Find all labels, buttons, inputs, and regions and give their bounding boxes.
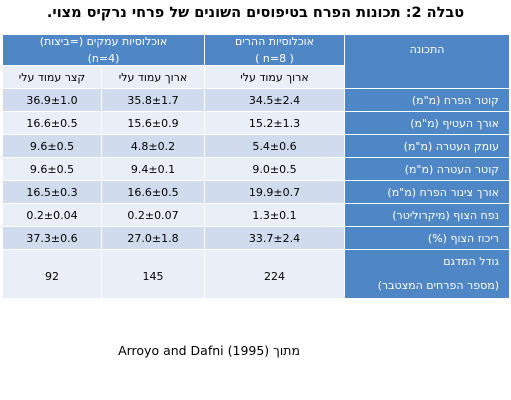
table-row: 9.6±0.5 4.8±0.2 5.4±0.6 עומק העטרה (מ"מ) (2, 134, 510, 158)
sample-size-row: 92 145 224 גודל המדגם (מספר הפרחים המצטב… (2, 249, 510, 299)
subheader-hill-long: ארוך עמוד עלי (204, 65, 345, 89)
subheader-deep-short: קצר עמוד עלי (2, 65, 102, 89)
cell-deep-short: 16.6±0.5 (2, 111, 102, 135)
table-row: 0.2±0.04 0.2±0.07 1.3±0.1 נפח הצוף (מיקר… (2, 203, 510, 227)
cell-deep-short: 0.2±0.04 (2, 203, 102, 227)
cell-deep-long: 27.0±1.8 (101, 226, 205, 250)
cell-hill-long: 1.3±0.1 (204, 203, 345, 227)
deep-populations-n: (n=4) (87, 52, 120, 65)
deep-populations-header: אוכלוסיות עמקים (=ביצות) (n=4) (2, 34, 205, 66)
subheader-deep-long: ארוך עמוד עלי (101, 65, 205, 89)
subheader-row: קצר עמוד עלי ארוך עמוד עלי ארוך עמוד עלי (2, 65, 510, 89)
cell-deep-long: 16.6±0.5 (101, 180, 205, 204)
cell-deep-short: 16.5±0.3 (2, 180, 102, 204)
cell-hill-long: 19.9±0.7 (204, 180, 345, 204)
row-label: ריכוז הצוף (%) (344, 226, 510, 250)
hill-populations-name: אוכלוסיות ההרים (234, 35, 315, 49)
cell-deep-short: 9.6±0.5 (2, 134, 102, 158)
table-title: טבלה 2: תכונות הפרח בטיפוסים השונים של פ… (46, 5, 465, 21)
cell-hill-long: 33.7±2.4 (204, 226, 345, 250)
deep-populations-name: אוכלוסיות עמקים (=ביצות) (39, 35, 168, 49)
cell-deep-short: 9.6±0.5 (2, 157, 102, 181)
table-row: 16.6±0.5 15.6±0.9 15.2±1.3 אורך העטיף (מ… (2, 111, 510, 135)
flower-properties-table: אוכלוסיות עמקים (=ביצות) (n=4) אוכלוסיות… (2, 34, 510, 299)
cell-deep-long: 0.2±0.07 (101, 203, 205, 227)
cell-hill-long: 9.0±0.5 (204, 157, 345, 181)
sample-size-label: גודל המדגם (מספר הפרחים המצטבר) (344, 249, 510, 299)
cell-deep-long: 4.8±0.2 (101, 134, 205, 158)
row-label: עומק העטרה (מ"מ) (344, 134, 510, 158)
hill-populations-n: ( n=8 ) (255, 52, 294, 65)
row-label: נפח הצוף (מיקרוליטר) (344, 203, 510, 227)
row-label: אורך העטיף (מ"מ) (344, 111, 510, 135)
property-header: התכונה (344, 34, 510, 89)
sample-size-label-line1: גודל המדגם (443, 255, 499, 268)
cell-deep-short: 37.3±0.6 (2, 226, 102, 250)
sample-deep-short: 92 (2, 249, 102, 299)
cell-hill-long: 5.4±0.6 (204, 134, 345, 158)
cell-hill-long: 34.5±2.4 (204, 88, 345, 112)
table-row: 16.5±0.3 16.6±0.5 19.9±0.7 אורך צינור הפ… (2, 180, 510, 204)
row-label: קוטר העטרה (מ"מ) (344, 157, 510, 181)
table-row: 37.3±0.6 27.0±1.8 33.7±2.4 ריכוז הצוף (%… (2, 226, 510, 250)
sample-size-label-line2: (מספר הפרחים המצטבר) (377, 279, 499, 292)
cell-deep-long: 15.6±0.9 (101, 111, 205, 135)
table-row: 9.6±0.5 9.4±0.1 9.0±0.5 קוטר העטרה (מ"מ) (2, 157, 510, 181)
row-label: אורך צינור הפרח (מ"מ) (344, 180, 510, 204)
table-row: 36.9±1.0 35.8±1.7 34.5±2.4 קוטר הפרח (מ"… (2, 88, 510, 112)
cell-deep-short: 36.9±1.0 (2, 88, 102, 112)
source-citation: מתוך Arroyo and Dafni (1995) (118, 343, 300, 358)
row-label: קוטר הפרח (מ"מ) (344, 88, 510, 112)
sample-deep-long: 145 (101, 249, 205, 299)
cell-deep-long: 35.8±1.7 (101, 88, 205, 112)
header-row: אוכלוסיות עמקים (=ביצות) (n=4) אוכלוסיות… (2, 34, 510, 89)
sample-hill-long: 224 (204, 249, 345, 299)
cell-deep-long: 9.4±0.1 (101, 157, 205, 181)
hill-populations-header: אוכלוסיות ההרים ( n=8 ) (204, 34, 345, 66)
cell-hill-long: 15.2±1.3 (204, 111, 345, 135)
